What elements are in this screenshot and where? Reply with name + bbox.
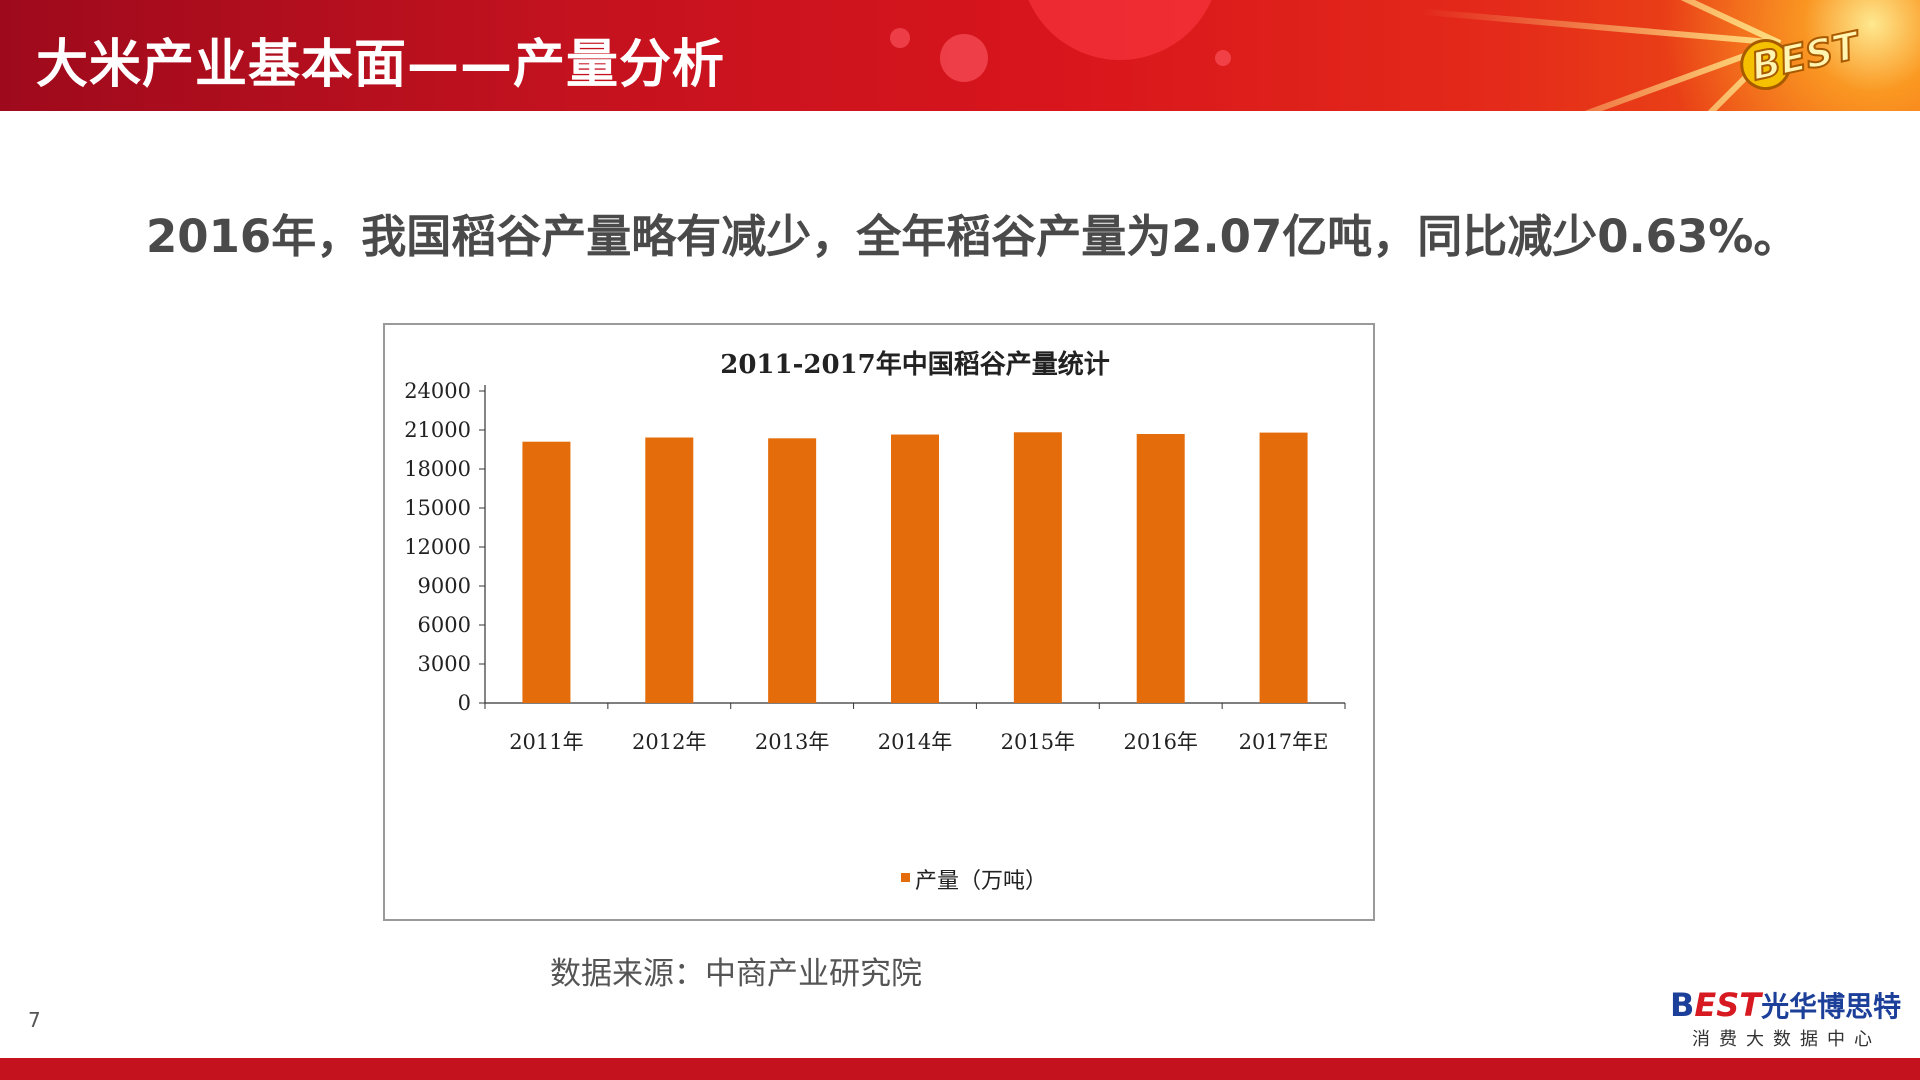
bar [645,437,694,703]
header-decoration [1020,0,1220,60]
chart-container: 2011-2017年中国稻谷产量统计 2011年 2012年 2013年 2014年 2… [383,323,1375,921]
y-tick-label: 15000 [404,496,471,520]
page-number: 7 [28,1008,41,1032]
y-tick-label: 12000 [404,535,471,559]
x-tick-label: 2015年 [1001,730,1075,754]
header-banner: 大米产业基本面——产量分析 BEST [0,0,1920,111]
company-logo: BEST光华博思特 消费大数据中心 [1670,985,1910,1050]
y-tick-label: 0 [458,691,471,715]
legend-swatch [901,873,910,882]
bar [768,438,817,703]
x-tick-label: 2014年 [878,730,952,754]
bar [891,434,939,703]
logo-text: BEST [1747,23,1865,89]
x-tick-label: 2017年E [1239,730,1329,754]
y-tick-label: 21000 [404,418,471,442]
header-decoration [940,34,988,82]
bar [1259,432,1308,703]
brand-tagline: 消费大数据中心 [1692,1029,1881,1050]
bar [1013,432,1062,703]
header-decoration [890,28,910,48]
legend-label: 产量（万吨） [915,869,1047,894]
y-tick-label: 18000 [404,457,471,481]
chart-title: 2011-2017年中国稻谷产量统计 [720,349,1110,380]
y-tick-label: 6000 [418,613,471,637]
page-title: 大米产业基本面——产量分析 [36,35,726,95]
footer-bar [0,1058,1920,1080]
x-tick-label: 2011年 [509,730,583,754]
data-source: 数据来源：中商产业研究院 [550,956,922,992]
x-tick-label: 2013年 [755,730,829,754]
brand-name: BEST光华博思特 [1670,985,1901,1025]
summary-text: 2016年，我国稻谷产量略有减少，全年稻谷产量为2.07亿吨，同比减少0.63%… [146,210,1799,263]
header-decoration [1215,50,1231,66]
brand-est: EST [1694,986,1762,1024]
bar [1136,433,1185,703]
y-axis-labels: 0 3000 6000 9000 12000 15000 18000 21000 24000 [404,379,471,715]
bar-chart: 2011-2017年中国稻谷产量统计 2011年 2012年 2013年 2014年 2… [404,349,1346,894]
y-tick-label: 9000 [418,574,471,598]
brand-cn: 光华博思特 [1761,990,1902,1023]
y-tick-label: 3000 [418,652,471,676]
bar [522,441,571,703]
x-tick-label: 2012年 [632,730,706,754]
brand-b: B [1670,986,1695,1024]
y-tick-label: 24000 [404,379,471,403]
x-axis-labels: 2011年 2012年 2013年 2014年 2015年 2016年 2017年E [509,730,1328,754]
best-logo: BEST [1730,12,1900,91]
chart-bars [522,432,1308,703]
x-tick-label: 2016年 [1123,730,1197,754]
chart-legend: 产量（万吨） [901,869,1047,894]
